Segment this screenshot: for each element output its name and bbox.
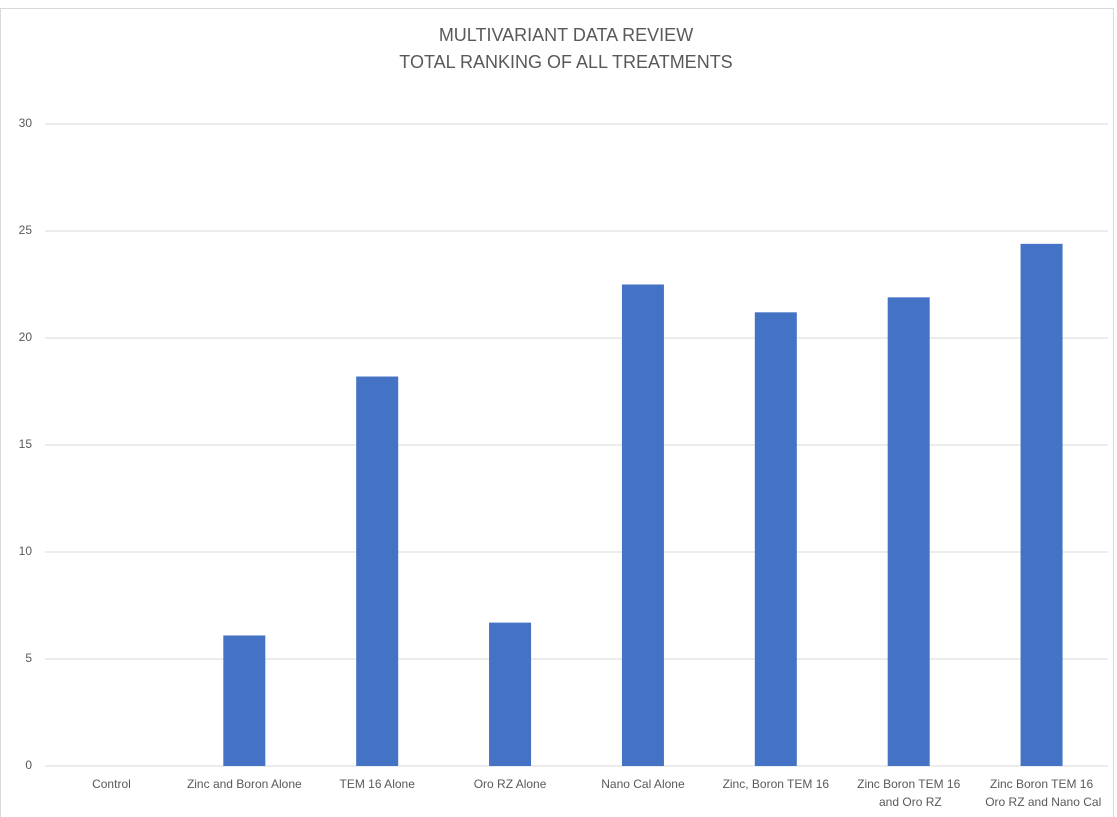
bar (621, 284, 664, 766)
chart-subtitle: TOTAL RANKING OF ALL TREATMENTS (399, 52, 732, 72)
bar (887, 297, 930, 766)
y-tick-label: 15 (19, 437, 33, 451)
bar (489, 622, 532, 766)
bar (754, 312, 797, 766)
bar (356, 376, 399, 766)
y-tick-label: 10 (19, 544, 33, 558)
chart-border (0, 8, 1114, 817)
chart-title: MULTIVARIANT DATA REVIEW (439, 25, 693, 45)
x-tick-label: Zinc Boron TEM 16 Oro RZ and Nano Cal (982, 777, 1101, 809)
bar (223, 635, 266, 766)
x-tick-label: Control (92, 777, 131, 791)
x-tick-label: Nano Cal Alone (601, 777, 685, 791)
x-tick-label: Zinc, Boron TEM 16 (723, 777, 830, 791)
x-tick-label: Zinc and Boron Alone (187, 777, 302, 791)
y-tick-label: 5 (25, 651, 32, 665)
x-tick-label: TEM 16 Alone (340, 777, 416, 791)
y-tick-label: 20 (19, 330, 33, 344)
bar (1020, 243, 1063, 767)
x-tick-label: Oro RZ Alone (474, 777, 547, 791)
y-tick-label: 0 (25, 758, 32, 772)
x-tick-label: Zinc Boron TEM 16 and Oro RZ (857, 777, 960, 809)
y-tick-label: 30 (19, 116, 33, 130)
y-tick-label: 25 (19, 223, 33, 237)
